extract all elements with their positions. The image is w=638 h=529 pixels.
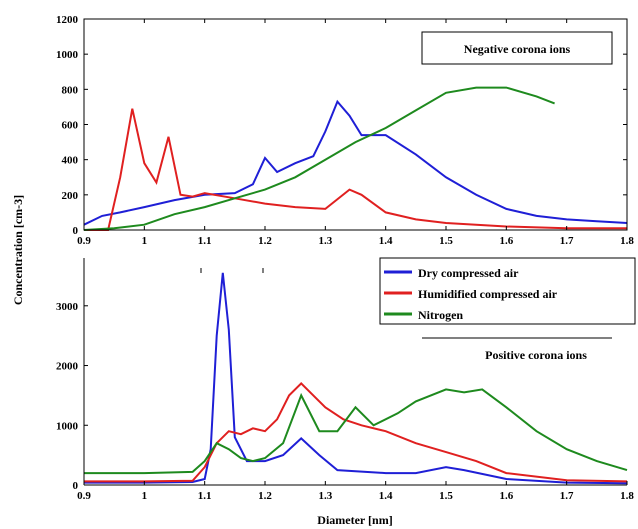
annotation-box-negative — [421, 31, 613, 65]
series-line-nitrogen — [83, 86, 555, 231]
x-tick-label: 1.1 — [198, 235, 212, 247]
legend-label-nitrogen: Nitrogen — [418, 308, 463, 322]
x-tick-label: 1.4 — [379, 235, 393, 247]
x-tick-label: 1.4 — [379, 490, 393, 502]
legend-label-dry: Dry compressed air — [418, 266, 519, 280]
y-axis-label: Concentration [cm-3] — [11, 195, 25, 305]
y-tick-label: 0 — [73, 225, 79, 237]
x-tick-label: 1.7 — [560, 235, 574, 247]
series-line-dry — [83, 99, 628, 226]
x-tick-label: 1.8 — [620, 235, 634, 247]
y-tick-label: 2000 — [56, 361, 79, 373]
x-tick-label: 1.3 — [318, 235, 332, 247]
y-tick-label: 800 — [62, 84, 79, 96]
legend: Dry compressed air Humidified compressed… — [379, 257, 636, 325]
x-tick-label: 1.3 — [318, 490, 332, 502]
x-tick-label: 1.5 — [439, 235, 453, 247]
x-tick-label: 1.2 — [258, 490, 272, 502]
y-tick-label: 1200 — [56, 14, 79, 26]
y-tick-label: 3000 — [56, 301, 79, 313]
x-tick-label: 1.2 — [258, 235, 272, 247]
y-tick-label: 1000 — [56, 49, 79, 61]
panel-negative-ions: 0.9 1 1.1 1.2 1.3 1.4 1.5 1.6 1.7 1.8 0 200 400 600 80… — [56, 14, 634, 247]
annotation-negative: Negative corona ions — [464, 42, 571, 56]
series-line-dry — [84, 272, 628, 485]
y-tick-label: 1000 — [56, 420, 79, 432]
x-axis-label: Diameter [nm] — [317, 513, 392, 527]
x-tick-label: 1 — [142, 235, 148, 247]
y-tick-label: 600 — [62, 120, 79, 132]
legend-label-humidified: Humidified compressed air — [418, 287, 558, 301]
y-tick-label: 400 — [62, 155, 79, 167]
x-tick-label: 1.8 — [620, 490, 634, 502]
x-tick-label: 1.6 — [499, 235, 513, 247]
annotation-positive: Positive corona ions — [485, 348, 587, 362]
panel-positive-ions: 0.9 1 1.1 1.2 1.3 1.4 1.5 1.6 1.7 1.8 0 1000 2000 300… — [56, 258, 634, 502]
x-tick-label: 1.5 — [439, 490, 453, 502]
series-line-nitrogen — [84, 388, 628, 475]
x-tick-label: 0.9 — [77, 490, 91, 502]
x-tick-label: 1.6 — [499, 490, 513, 502]
x-tick-label: 1 — [142, 490, 148, 502]
series-line-humidified — [84, 108, 627, 231]
series-line-humidified — [84, 381, 628, 483]
y-tick-label: 0 — [73, 480, 79, 492]
x-tick-label: 1.1 — [198, 490, 212, 502]
y-tick-label: 200 — [62, 190, 79, 202]
legend-box — [379, 257, 636, 325]
x-tick-label: 0.9 — [77, 235, 91, 247]
x-tick-label: 1.7 — [560, 490, 574, 502]
